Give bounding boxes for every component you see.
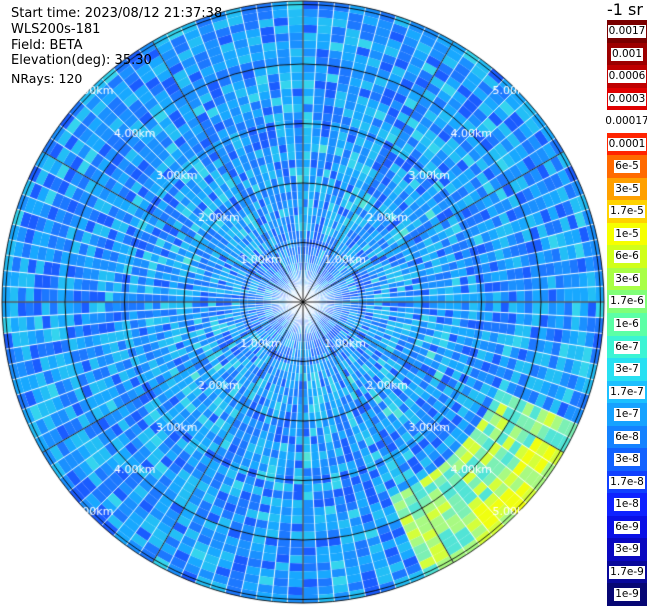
- colorbar-segment: 6e-5: [607, 155, 647, 179]
- colorbar-label: 0.0001: [607, 137, 647, 151]
- colorbar-segment: 6e-9: [607, 515, 647, 539]
- colorbar-segment: 1.7e-5: [607, 200, 647, 224]
- colorbar-label: 0.0017: [607, 25, 647, 39]
- colorbar-segment: 0.0006: [607, 65, 647, 89]
- colorbar-segment: 1e-8: [607, 493, 647, 517]
- instrument-text: WLS200s-181: [11, 22, 101, 37]
- colorbar-label: 6e-8: [614, 430, 640, 444]
- colorbar-label: 0.0006: [607, 70, 647, 84]
- colorbar-segment: 1e-7: [607, 403, 647, 427]
- colorbar-segment: 1.7e-6: [607, 290, 647, 314]
- colorbar-label: 1.7e-6: [609, 295, 645, 309]
- colorbar-label: 3e-8: [614, 453, 640, 467]
- colorbar-segment: 0.0003: [607, 87, 647, 111]
- ppi-scan-plot: [0, 0, 607, 607]
- colorbar-label: 3e-9: [614, 543, 640, 557]
- colorbar-label: 1e-7: [614, 408, 640, 422]
- colorbar-label: 1.7e-8: [609, 475, 645, 489]
- colorbar-unit: -1 sr: [607, 0, 643, 19]
- colorbar-label: 1.7e-5: [609, 205, 645, 219]
- colorbar-segment: 3e-7: [607, 358, 647, 382]
- colorbar-segment: 6e-6: [607, 245, 647, 269]
- colorbar-segment: 0.0017: [607, 20, 647, 44]
- colorbar-segment: 3e-5: [607, 177, 647, 201]
- colorbar-label: 0.0003: [607, 92, 647, 106]
- colorbar-segment: 0.001: [607, 42, 647, 66]
- colorbar-label: 1e-5: [614, 227, 640, 241]
- colorbar-segment: 1e-9: [607, 583, 647, 607]
- colorbar-segment: 0.00017: [604, 110, 647, 134]
- colorbar-segment: 0.0001: [607, 132, 647, 156]
- colorbar-segment: 6e-7: [607, 335, 647, 359]
- colorbar-label: 0.001: [610, 47, 644, 61]
- colorbar-segment: 1.7e-9: [607, 560, 647, 584]
- colorbar-label: 1e-8: [614, 498, 640, 512]
- colorbar-segment: 6e-8: [607, 425, 647, 449]
- colorbar-label: 6e-6: [614, 250, 640, 264]
- colorbar: 0.0017 0.001 0.0006 0.0003 0.00017 0.0001 6e-5…: [604, 20, 647, 607]
- colorbar-label: 3e-7: [614, 363, 640, 377]
- colorbar-label: 1.7e-9: [609, 565, 645, 579]
- colorbar-label: 3e-5: [614, 182, 640, 196]
- colorbar-label: 1e-6: [614, 318, 640, 332]
- nrays-text: NRays: 120: [11, 71, 83, 86]
- colorbar-label: 6e-9: [614, 520, 640, 534]
- colorbar-segment: 1e-6: [607, 313, 647, 337]
- start-time-text: Start time: 2023/08/12 21:37:38: [11, 6, 223, 21]
- colorbar-segment: 3e-6: [607, 267, 647, 291]
- colorbar-label: 1e-9: [614, 588, 640, 602]
- colorbar-label: 6e-5: [614, 160, 640, 174]
- field-text: Field: BETA: [11, 38, 83, 53]
- colorbar-segment: 1.7e-8: [607, 470, 647, 494]
- colorbar-segment: 1.7e-7: [607, 380, 647, 404]
- elevation-text: Elevation(deg): 35.30: [11, 53, 152, 68]
- colorbar-segment: 3e-9: [607, 538, 647, 562]
- colorbar-label: 3e-6: [614, 272, 640, 286]
- colorbar-label: 1.7e-7: [609, 385, 645, 399]
- colorbar-segment: 1e-5: [607, 222, 647, 246]
- colorbar-label: 6e-7: [614, 340, 640, 354]
- colorbar-segment: 3e-8: [607, 448, 647, 472]
- colorbar-label: 0.00017: [604, 115, 647, 129]
